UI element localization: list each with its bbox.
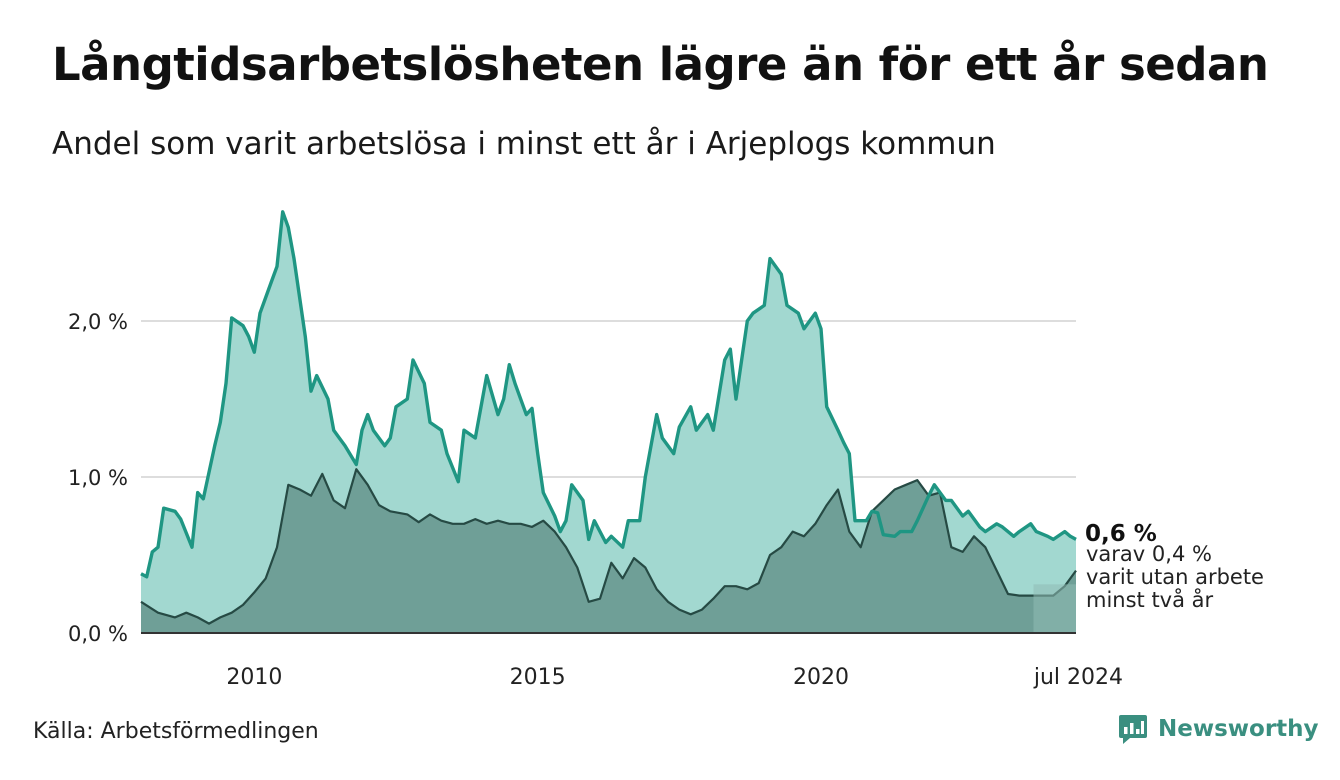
chart-subtitle: Andel som varit arbetslösa i minst ett å… bbox=[52, 126, 996, 162]
end-note-line: varit utan arbete bbox=[1086, 565, 1264, 589]
x-tick-label: 2015 bbox=[510, 665, 566, 690]
x-tick-label: 2010 bbox=[226, 665, 282, 690]
end-value-label: 0,6 % bbox=[1085, 521, 1157, 547]
recent-period-highlight bbox=[1033, 584, 1076, 633]
series-areas bbox=[140, 210, 1077, 634]
brand-name: Newsworthy bbox=[1158, 716, 1319, 742]
axes: 0,0 % 1,0 % 2,0 % 2010 2015 2020 jul 2024 bbox=[68, 310, 1123, 690]
x-tick-label: 2020 bbox=[793, 665, 849, 690]
x-tick-label: jul 2024 bbox=[1033, 665, 1123, 690]
series-line-one-year bbox=[140, 210, 1077, 579]
y-tick-label: 0,0 % bbox=[68, 622, 128, 646]
end-note-line: minst två år bbox=[1086, 587, 1214, 612]
chart-title: Långtidsarbetslösheten lägre än för ett … bbox=[52, 38, 1269, 91]
y-tick-label: 2,0 % bbox=[68, 310, 128, 334]
y-tick-label: 1,0 % bbox=[68, 466, 128, 490]
series-line-two-year bbox=[140, 468, 1077, 625]
source-note: Källa: Arbetsförmedlingen bbox=[33, 719, 319, 744]
end-note-line: varav 0,4 % bbox=[1086, 542, 1212, 566]
newsworthy-logo-icon bbox=[1119, 715, 1147, 744]
series-area-two-year bbox=[141, 469, 1076, 633]
brand-logo[interactable]: Newsworthy bbox=[1118, 713, 1319, 745]
